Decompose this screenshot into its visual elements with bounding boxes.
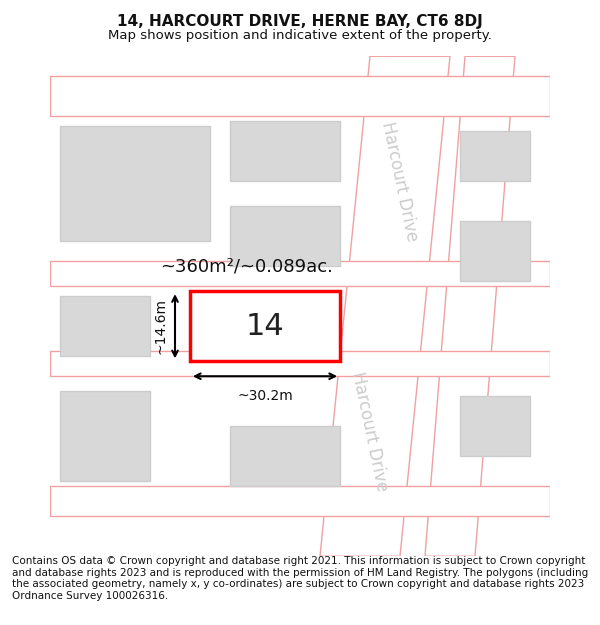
Bar bbox=[50, 486, 550, 516]
Text: 14: 14 bbox=[245, 312, 284, 341]
Text: ~30.2m: ~30.2m bbox=[237, 389, 293, 402]
Text: Contains OS data © Crown copyright and database right 2021. This information is : Contains OS data © Crown copyright and d… bbox=[12, 556, 588, 601]
Bar bbox=[230, 426, 340, 486]
Bar bbox=[60, 391, 150, 481]
Bar bbox=[60, 296, 150, 356]
Bar bbox=[50, 261, 550, 286]
Text: Harcourt Drive: Harcourt Drive bbox=[349, 370, 391, 493]
Bar bbox=[230, 206, 340, 266]
Text: Harcourt Drive: Harcourt Drive bbox=[379, 120, 421, 242]
Bar bbox=[50, 351, 550, 376]
Polygon shape bbox=[425, 56, 515, 556]
Bar bbox=[230, 121, 340, 181]
Bar bbox=[460, 221, 530, 281]
Text: Map shows position and indicative extent of the property.: Map shows position and indicative extent… bbox=[108, 29, 492, 42]
Bar bbox=[60, 126, 210, 241]
Text: ~360m²/~0.089ac.: ~360m²/~0.089ac. bbox=[160, 258, 333, 275]
Polygon shape bbox=[320, 56, 450, 556]
Text: ~14.6m: ~14.6m bbox=[154, 298, 167, 354]
Bar bbox=[460, 131, 530, 181]
Bar bbox=[460, 396, 530, 456]
Bar bbox=[190, 291, 340, 361]
Text: 14, HARCOURT DRIVE, HERNE BAY, CT6 8DJ: 14, HARCOURT DRIVE, HERNE BAY, CT6 8DJ bbox=[117, 14, 483, 29]
Bar bbox=[50, 76, 550, 116]
